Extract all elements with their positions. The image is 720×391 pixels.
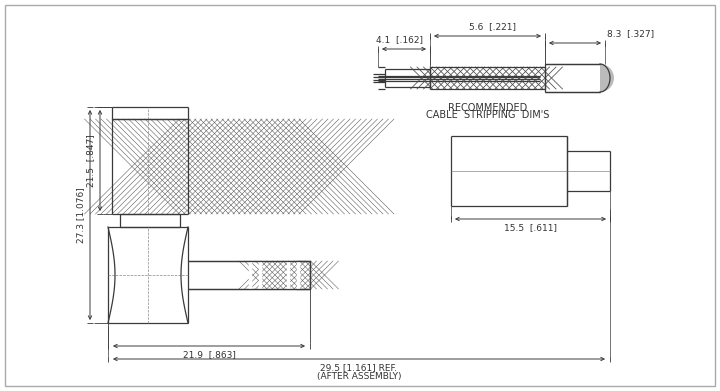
Text: (AFTER ASSEMBLY): (AFTER ASSEMBLY) bbox=[317, 372, 401, 381]
Text: 29.5 [1.161] REF.: 29.5 [1.161] REF. bbox=[320, 363, 397, 372]
Text: 21.9  [.863]: 21.9 [.863] bbox=[183, 350, 235, 359]
Bar bbox=[112, 119, 188, 214]
Text: 27.3 [1.076]: 27.3 [1.076] bbox=[76, 187, 85, 243]
Text: 15.5  [.611]: 15.5 [.611] bbox=[504, 223, 557, 232]
Text: CABLE  STRIPPING  DIM'S: CABLE STRIPPING DIM'S bbox=[426, 110, 549, 120]
Text: 5.6  [.221]: 5.6 [.221] bbox=[469, 22, 516, 31]
Text: RECOMMENDED: RECOMMENDED bbox=[448, 103, 527, 113]
Bar bbox=[430, 67, 545, 89]
Text: 8.3  [.327]: 8.3 [.327] bbox=[607, 29, 654, 38]
Bar bbox=[250, 261, 298, 289]
Bar bbox=[250, 261, 298, 289]
Text: 4.1  [.162]: 4.1 [.162] bbox=[376, 35, 423, 44]
Wedge shape bbox=[600, 64, 614, 92]
Text: 21.5  [.847]: 21.5 [.847] bbox=[86, 134, 95, 187]
Bar bbox=[430, 67, 545, 89]
Bar bbox=[112, 119, 188, 214]
